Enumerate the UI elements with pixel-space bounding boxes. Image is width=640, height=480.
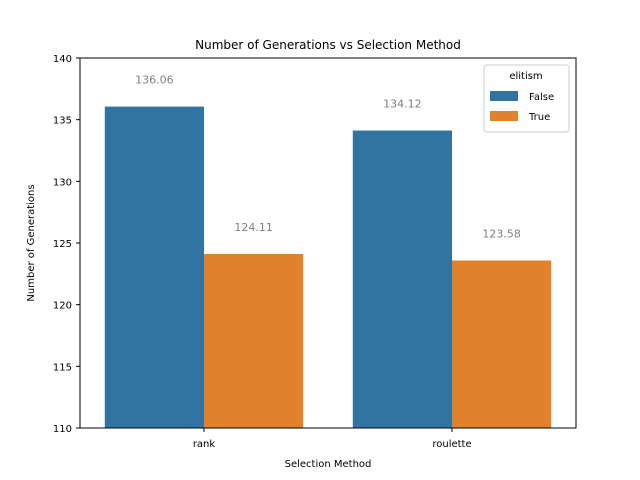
y-tick-label: 140 <box>53 54 72 65</box>
y-tick-label: 130 <box>53 177 72 188</box>
y-axis-label: Number of Generations <box>26 184 37 301</box>
y-tick-label: 120 <box>53 301 72 312</box>
y-tick-label: 115 <box>53 362 72 373</box>
legend-title: elitism <box>509 71 542 82</box>
bar-rank-true <box>204 253 304 428</box>
bar-roulette-true <box>452 260 552 428</box>
y-tick-label: 135 <box>53 116 72 127</box>
legend-entries: False True <box>490 91 554 123</box>
y-tick-label: 110 <box>53 424 72 435</box>
x-tick-label-rank: rank <box>193 439 216 450</box>
y-axis: 110 115 120 125 130 135 140 <box>53 54 80 435</box>
y-tick-label: 125 <box>53 239 72 250</box>
chart-title: Number of Generations vs Selection Metho… <box>195 38 461 52</box>
data-label-rank-true: 124.11 <box>234 221 273 234</box>
legend-label-true: True <box>528 112 550 123</box>
legend-swatch-true <box>490 111 518 121</box>
bar-rank-false <box>104 106 204 429</box>
x-axis: rank roulette <box>193 428 472 450</box>
data-label-rank-false: 136.06 <box>135 74 174 87</box>
data-labels-layer: 136.06 124.11 134.12 123.58 <box>135 74 521 241</box>
bars-layer <box>104 106 552 429</box>
legend: elitism False True <box>483 64 570 133</box>
x-tick-label-roulette: roulette <box>432 439 471 450</box>
x-axis-label: Selection Method <box>285 459 372 470</box>
legend-swatch-false <box>490 91 518 101</box>
bar-roulette-false <box>352 130 452 428</box>
data-label-roulette-true: 123.58 <box>482 228 521 241</box>
legend-label-false: False <box>529 92 554 103</box>
data-label-roulette-false: 134.12 <box>383 98 422 111</box>
